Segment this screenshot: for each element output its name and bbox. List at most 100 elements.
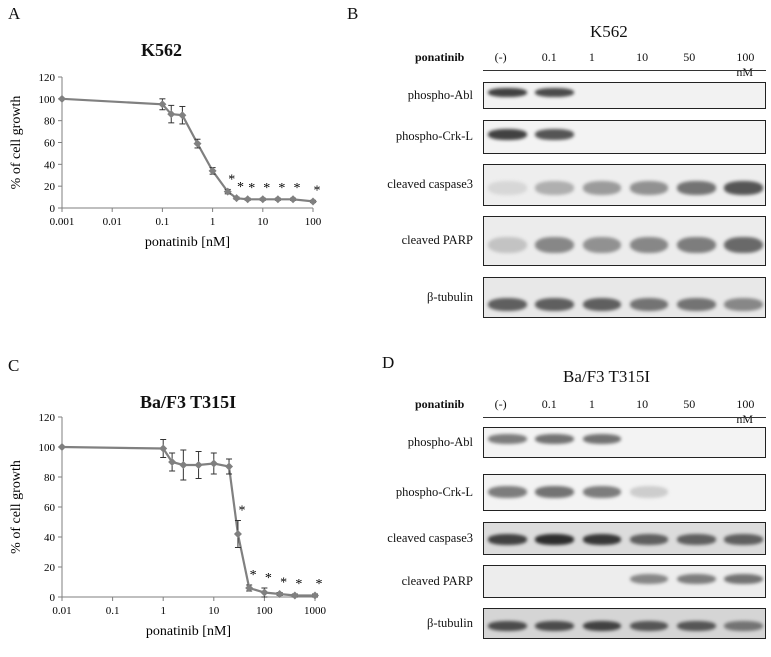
x-tick-label: 0.001 — [50, 216, 75, 228]
protein-band — [535, 88, 575, 97]
protein-band — [535, 534, 575, 545]
y-tick-label: 100 — [39, 442, 56, 454]
data-point — [208, 166, 217, 175]
header-divider — [483, 417, 766, 418]
header-divider — [483, 70, 766, 71]
panel-label-d: D — [382, 353, 395, 372]
significance-marker: * — [248, 181, 255, 196]
protein-band — [488, 129, 527, 141]
x-tick-label: 0.01 — [103, 216, 122, 228]
protein-band — [488, 485, 527, 498]
data-point — [275, 590, 284, 598]
lane-label: 0.1 — [541, 50, 557, 64]
y-axis-label: % of cell growth — [9, 460, 24, 554]
y-tick-label: 80 — [44, 116, 56, 128]
y-tick-label: 60 — [44, 138, 56, 150]
protein-band — [676, 621, 716, 631]
treatment-label: ponatinib — [415, 397, 465, 411]
protein-band — [488, 534, 527, 545]
x-tick-label: 10 — [257, 216, 269, 228]
lane-label: 10 — [636, 397, 649, 411]
data-point — [233, 530, 242, 538]
protein-band — [629, 298, 669, 312]
protein-band — [676, 534, 716, 545]
blot-strip — [483, 522, 766, 555]
protein-band — [676, 573, 716, 585]
blot-title-k562: K562 — [590, 22, 628, 41]
y-tick-label: 40 — [44, 159, 56, 171]
significance-marker: * — [316, 577, 323, 592]
data-point — [311, 591, 319, 600]
data-point — [223, 187, 232, 196]
protein-band — [535, 485, 575, 498]
protein-band — [629, 621, 669, 631]
protein-band — [535, 181, 575, 195]
data-point — [260, 588, 269, 597]
protein-band — [676, 236, 716, 253]
data-point — [58, 94, 66, 103]
protein-band — [582, 485, 622, 498]
x-tick-label: 1 — [210, 216, 216, 228]
significance-marker: * — [278, 181, 285, 196]
protein-band — [488, 621, 527, 631]
protein-band — [488, 88, 527, 97]
protein-band — [535, 298, 575, 312]
blot-strip — [483, 565, 766, 598]
blot-row-label: phospho-Abl — [407, 434, 473, 449]
protein-band — [535, 129, 575, 141]
y-tick-label: 120 — [39, 72, 56, 84]
protein-band — [724, 298, 763, 312]
y-tick-label: 20 — [44, 562, 56, 574]
blot-strip — [483, 608, 766, 639]
y-tick-label: 80 — [44, 472, 56, 484]
protein-band — [488, 181, 527, 195]
protein-band — [488, 236, 527, 253]
protein-band — [582, 534, 622, 545]
blot-row-label: β-tubulin — [427, 289, 473, 304]
data-point — [193, 139, 202, 148]
protein-band — [629, 181, 669, 195]
data-point — [232, 194, 241, 203]
significance-marker: * — [280, 576, 287, 591]
blot-row-label: cleaved caspase3 — [387, 177, 473, 191]
data-point — [225, 462, 234, 471]
significance-marker: * — [295, 577, 302, 592]
protein-band — [582, 433, 622, 444]
protein-band — [676, 181, 716, 195]
blot-row-label: cleaved PARP — [401, 573, 473, 588]
significance-marker: * — [265, 571, 272, 586]
lane-label: 100 nM — [736, 397, 755, 426]
data-point — [168, 458, 177, 466]
significance-marker: * — [228, 172, 235, 187]
significance-marker: * — [237, 180, 244, 195]
data-point — [58, 443, 66, 451]
significance-marker: * — [263, 181, 270, 196]
protein-band — [724, 181, 763, 195]
blot-strip — [483, 277, 766, 318]
data-point — [194, 461, 203, 469]
protein-band — [724, 621, 763, 631]
x-tick-label: 1 — [160, 605, 166, 617]
lane-label: 50 — [683, 397, 696, 411]
blot-strip — [483, 427, 766, 458]
blot-title-baf3: Ba/F3 T315I — [563, 367, 651, 386]
protein-band — [629, 534, 669, 545]
y-tick-label: 0 — [50, 592, 56, 604]
data-point — [179, 461, 188, 469]
blot-row-label: phospho-Abl — [407, 87, 473, 102]
significance-marker: * — [314, 183, 321, 198]
protein-band — [724, 236, 763, 253]
significance-marker: * — [238, 504, 245, 519]
x-tick-label: 1000 — [304, 605, 327, 617]
y-tick-label: 60 — [44, 502, 56, 514]
data-point — [178, 111, 187, 120]
blot-strip — [483, 164, 766, 206]
blot-row-label: phospho-Crk-L — [395, 484, 473, 499]
blot-strip — [483, 216, 766, 266]
significance-marker: * — [250, 568, 257, 583]
protein-band — [535, 621, 575, 631]
chart-baf3-t315i: 0 20 40 60 80 100 120 0.01 0.1 1 10 100 1000 ponatini… — [9, 412, 327, 639]
lane-label: 50 — [683, 50, 696, 64]
data-point — [258, 195, 267, 204]
lane-label: 10 — [636, 50, 649, 64]
